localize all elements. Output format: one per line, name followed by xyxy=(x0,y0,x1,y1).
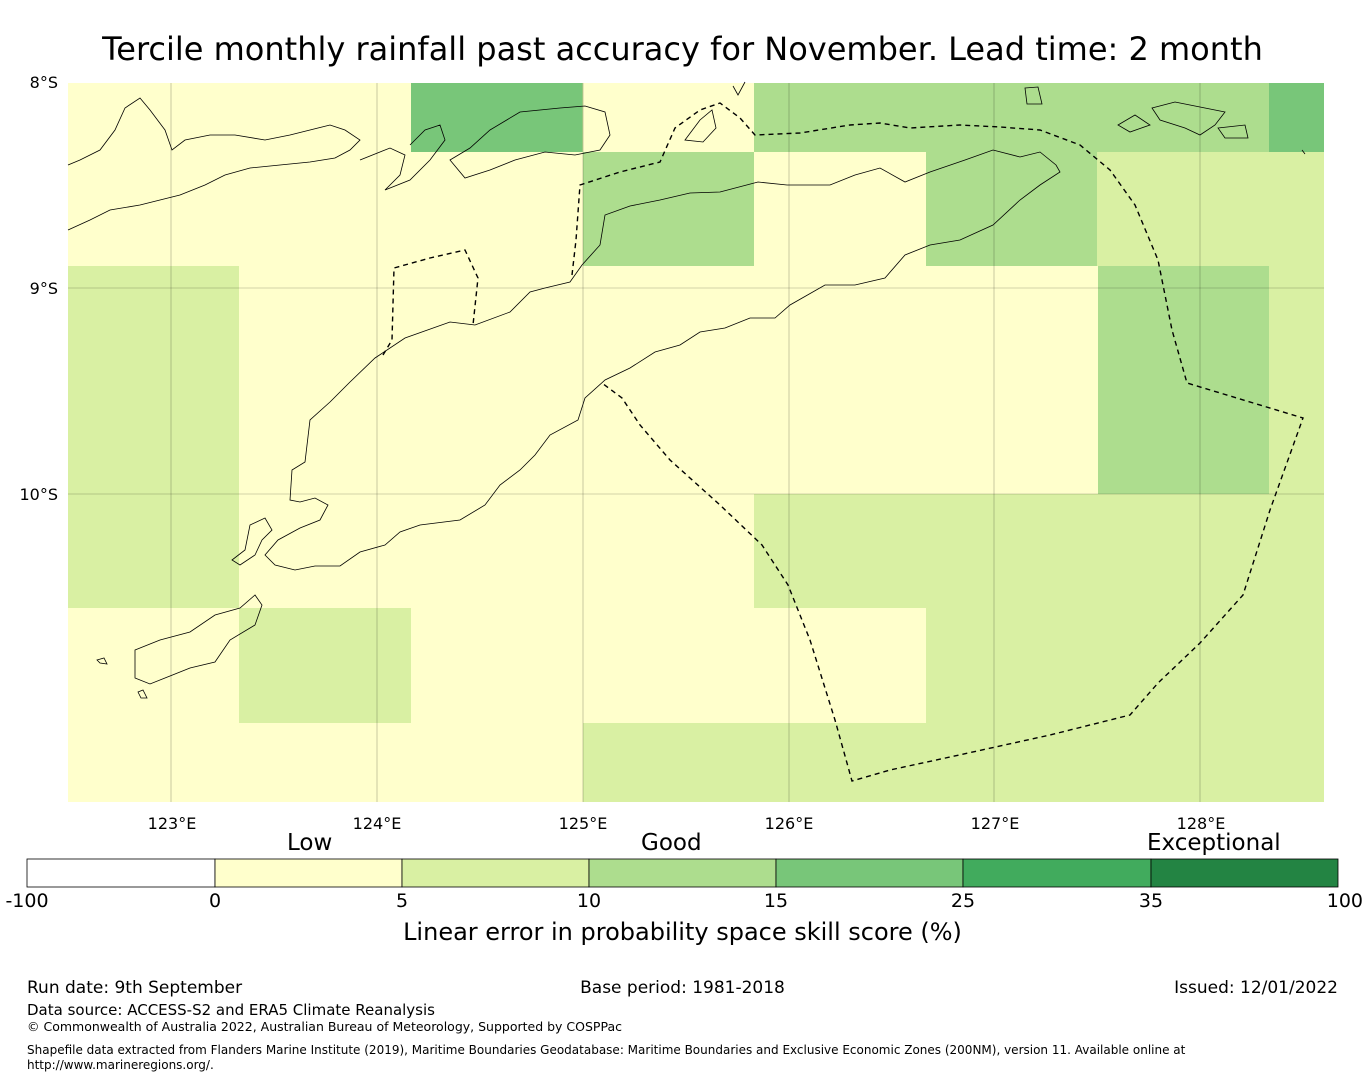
skill-cell xyxy=(1269,83,1324,152)
colorbar-tick: 25 xyxy=(950,890,976,912)
category-low: Low xyxy=(287,830,333,856)
colorbar-tick: 10 xyxy=(576,890,602,912)
skill-cell xyxy=(239,266,411,380)
skill-cell xyxy=(68,494,239,608)
lon-label-123e: 123°E xyxy=(147,814,197,833)
skill-cell xyxy=(583,266,754,380)
graticule xyxy=(68,83,1324,802)
lon-label-124e: 124°E xyxy=(352,814,402,833)
skill-cell xyxy=(68,608,239,802)
colorbar-tick: 5 xyxy=(395,890,409,912)
skill-grid xyxy=(68,83,1324,802)
skill-cell xyxy=(239,723,583,802)
skill-cell xyxy=(411,152,583,266)
shapefile-credit: Shapefile data extracted from Flanders M… xyxy=(27,1043,1347,1073)
skill-cell xyxy=(926,380,1098,494)
colorbar-segment xyxy=(214,858,403,888)
wetar-coastline xyxy=(684,109,717,143)
skill-cell xyxy=(583,723,1324,802)
eez-boundary xyxy=(382,102,1304,782)
category-good: Good xyxy=(641,830,702,856)
skill-cell xyxy=(583,83,754,152)
lon-label-126e: 126°E xyxy=(764,814,814,833)
skill-cell xyxy=(411,266,583,380)
colorbar-tick: -100 xyxy=(5,890,49,912)
lat-label-8s: 8°S xyxy=(29,73,58,92)
skill-cell xyxy=(239,608,411,723)
skill-cell xyxy=(239,83,411,152)
colorbar-label: Linear error in probability space skill … xyxy=(403,918,962,946)
lon-label-125e: 125°E xyxy=(558,814,608,833)
skill-cell xyxy=(68,152,239,266)
base-period: Base period: 1981-2018 xyxy=(580,978,785,998)
skill-cell xyxy=(583,608,926,723)
skill-cell xyxy=(754,152,926,266)
skill-cell xyxy=(754,266,926,380)
skill-cell xyxy=(239,494,754,608)
copyright-notice: © Commonwealth of Australia 2022, Austra… xyxy=(27,1019,622,1034)
colorbar-segment xyxy=(775,858,964,888)
alor-coastline xyxy=(359,124,446,191)
skill-cell xyxy=(411,83,582,152)
lat-label-9s: 9°S xyxy=(29,279,58,298)
skill-cell xyxy=(583,152,754,266)
skill-cell xyxy=(1098,152,1324,266)
skill-cell xyxy=(68,83,239,152)
colorbar-tick: 15 xyxy=(763,890,789,912)
skill-cell xyxy=(68,380,239,494)
skill-cell xyxy=(411,380,754,494)
data-source: Data source: ACCESS-S2 and ERA5 Climate … xyxy=(27,1001,435,1019)
skill-cell xyxy=(926,152,1097,266)
colorbar-segment xyxy=(26,858,216,888)
skill-cell xyxy=(411,608,583,723)
lon-label-127e: 127°E xyxy=(970,814,1020,833)
skill-cell xyxy=(68,266,239,380)
colorbar-tick: 35 xyxy=(1138,890,1164,912)
rote-coastline xyxy=(231,517,273,566)
babar-coastline xyxy=(1151,101,1226,136)
skill-cell xyxy=(754,83,1269,152)
shapefile-credit-line1: Shapefile data extracted from Flanders M… xyxy=(27,1043,1186,1057)
colorbar-tick: 0 xyxy=(208,890,222,912)
flores-coastline xyxy=(67,97,361,231)
skill-cell xyxy=(239,152,411,266)
lon-label-128e: 128°E xyxy=(1176,814,1226,833)
skill-cell xyxy=(1098,266,1269,494)
savu-coastline xyxy=(134,594,263,685)
skill-cell xyxy=(1269,266,1324,494)
colorbar-segment xyxy=(962,858,1152,888)
colorbar-tick: 100 xyxy=(1326,890,1363,912)
run-date: Run date: 9th September xyxy=(27,978,243,998)
skill-cell xyxy=(754,494,926,608)
issued-date: Issued: 12/01/2022 xyxy=(1174,978,1338,998)
colorbar-segment xyxy=(1150,858,1339,888)
lat-label-10s: 10°S xyxy=(19,485,58,504)
shapefile-credit-line2: http://www.marineregions.org/. xyxy=(27,1058,214,1072)
category-exceptional: Exceptional xyxy=(1147,830,1281,856)
skill-cell xyxy=(926,266,1098,380)
timor-coastline xyxy=(264,149,1061,571)
colorbar xyxy=(26,858,1339,888)
chart-title: Tercile monthly rainfall past accuracy f… xyxy=(102,30,1263,68)
skill-cell xyxy=(926,494,1324,723)
coastline xyxy=(67,81,1306,699)
colorbar-segment xyxy=(588,858,777,888)
skill-cell xyxy=(239,380,411,494)
skill-cell xyxy=(754,380,926,494)
colorbar-segment xyxy=(401,858,590,888)
